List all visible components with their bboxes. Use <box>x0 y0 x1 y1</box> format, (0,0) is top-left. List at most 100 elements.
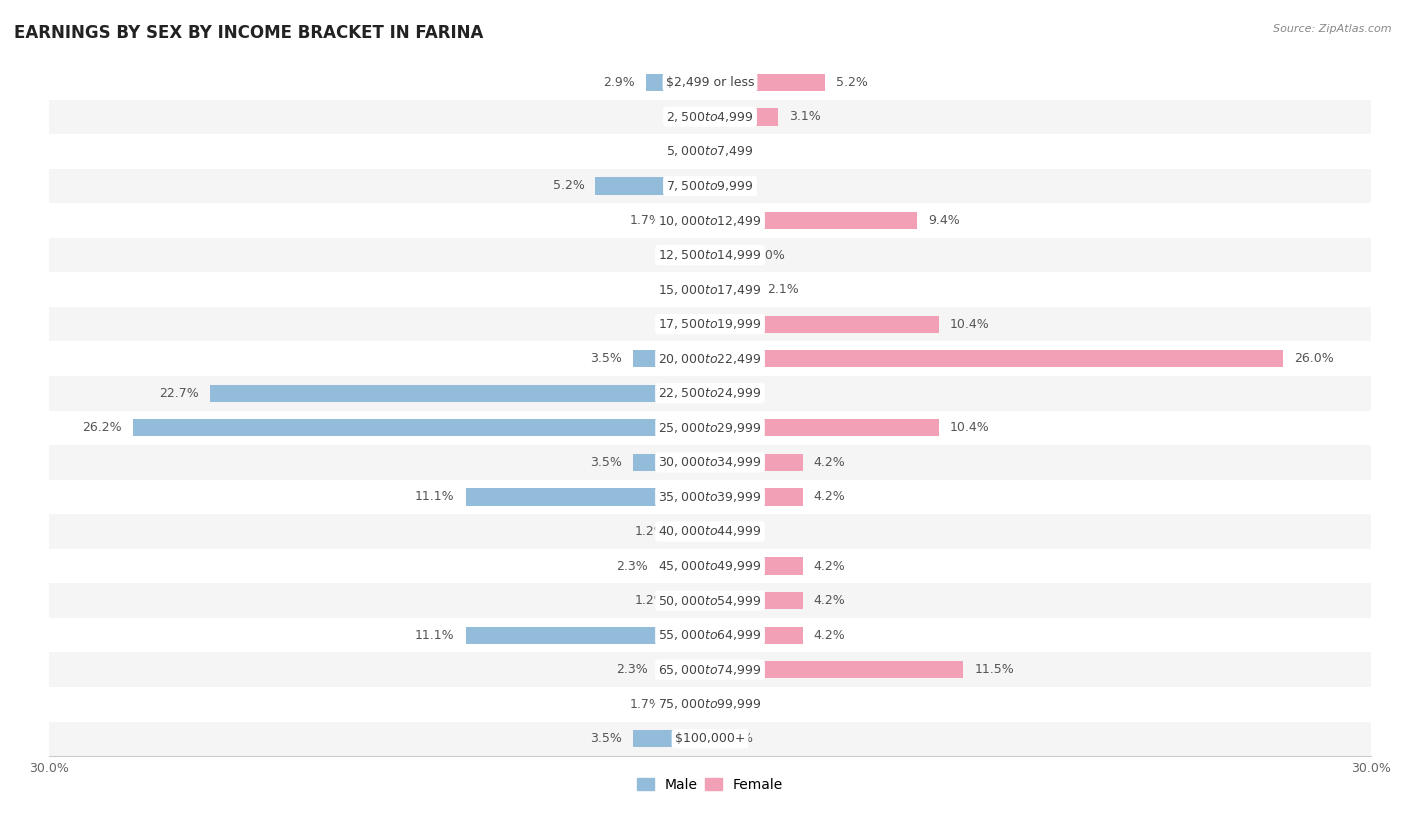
Text: 0.0%: 0.0% <box>721 733 754 746</box>
Bar <box>49 480 1371 515</box>
Text: 2.3%: 2.3% <box>617 559 648 572</box>
Text: 26.0%: 26.0% <box>1294 352 1333 365</box>
Text: EARNINGS BY SEX BY INCOME BRACKET IN FARINA: EARNINGS BY SEX BY INCOME BRACKET IN FAR… <box>14 24 484 42</box>
Bar <box>49 169 1371 203</box>
Bar <box>647 74 710 91</box>
Text: $15,000 to $17,499: $15,000 to $17,499 <box>658 283 762 297</box>
Bar <box>710 454 803 471</box>
Text: $45,000 to $49,999: $45,000 to $49,999 <box>658 559 762 573</box>
Bar <box>49 134 1371 169</box>
Text: 0.0%: 0.0% <box>666 111 699 124</box>
Text: 3.1%: 3.1% <box>789 111 821 124</box>
Text: 0.0%: 0.0% <box>666 145 699 158</box>
Bar <box>49 722 1371 756</box>
Bar <box>710 350 1282 367</box>
Bar <box>49 341 1371 376</box>
Bar <box>710 281 756 298</box>
Bar <box>49 307 1371 341</box>
Text: $40,000 to $44,999: $40,000 to $44,999 <box>658 524 762 538</box>
Text: 3.5%: 3.5% <box>591 733 621 746</box>
Bar <box>49 584 1371 618</box>
Text: $30,000 to $34,999: $30,000 to $34,999 <box>658 455 762 469</box>
Bar <box>710 108 779 125</box>
Text: $50,000 to $54,999: $50,000 to $54,999 <box>658 593 762 607</box>
Text: 11.1%: 11.1% <box>415 628 454 641</box>
Bar <box>49 687 1371 722</box>
Text: $10,000 to $12,499: $10,000 to $12,499 <box>658 214 762 228</box>
Text: $17,500 to $19,999: $17,500 to $19,999 <box>658 317 762 331</box>
Bar <box>49 376 1371 411</box>
Bar <box>633 454 710 471</box>
Text: 5.2%: 5.2% <box>835 76 868 89</box>
Text: 10.4%: 10.4% <box>950 318 990 331</box>
Text: $2,499 or less: $2,499 or less <box>666 76 754 89</box>
Text: 0.0%: 0.0% <box>666 283 699 296</box>
Text: 4.2%: 4.2% <box>814 628 845 641</box>
Bar <box>49 203 1371 237</box>
Text: $100,000+: $100,000+ <box>675 733 745 746</box>
Bar <box>49 65 1371 99</box>
Text: 4.2%: 4.2% <box>814 456 845 469</box>
Text: $7,500 to $9,999: $7,500 to $9,999 <box>666 179 754 193</box>
Text: 0.0%: 0.0% <box>721 525 754 538</box>
Text: $75,000 to $99,999: $75,000 to $99,999 <box>658 698 762 711</box>
Text: $25,000 to $29,999: $25,000 to $29,999 <box>658 421 762 435</box>
Bar <box>710 627 803 644</box>
Text: 22.7%: 22.7% <box>159 387 200 400</box>
Text: 2.3%: 2.3% <box>617 663 648 676</box>
Bar <box>710 489 803 506</box>
Text: $5,000 to $7,499: $5,000 to $7,499 <box>666 145 754 159</box>
Text: 5.2%: 5.2% <box>553 180 585 193</box>
Legend: Male, Female: Male, Female <box>631 772 789 798</box>
Text: 0.0%: 0.0% <box>721 387 754 400</box>
Bar <box>49 549 1371 584</box>
Text: 0.0%: 0.0% <box>666 318 699 331</box>
Text: 11.1%: 11.1% <box>415 490 454 503</box>
Bar <box>49 411 1371 446</box>
Text: 10.4%: 10.4% <box>950 421 990 434</box>
Bar <box>134 420 710 437</box>
Text: 4.2%: 4.2% <box>814 559 845 572</box>
Text: 1.2%: 1.2% <box>634 594 666 607</box>
Text: 1.7%: 1.7% <box>630 698 662 711</box>
Text: 1.0%: 1.0% <box>754 249 786 262</box>
Bar <box>465 627 710 644</box>
Bar <box>678 592 710 609</box>
Text: $65,000 to $74,999: $65,000 to $74,999 <box>658 663 762 676</box>
Bar <box>49 652 1371 687</box>
Bar <box>633 730 710 747</box>
Bar <box>678 523 710 540</box>
Bar <box>633 350 710 367</box>
Text: 4.2%: 4.2% <box>814 490 845 503</box>
Text: 9.4%: 9.4% <box>928 214 960 227</box>
Text: $35,000 to $39,999: $35,000 to $39,999 <box>658 490 762 504</box>
Text: 0.0%: 0.0% <box>666 249 699 262</box>
Bar <box>710 246 742 263</box>
Text: Source: ZipAtlas.com: Source: ZipAtlas.com <box>1274 24 1392 34</box>
Bar <box>49 618 1371 652</box>
Bar <box>209 385 710 402</box>
Text: 2.1%: 2.1% <box>768 283 799 296</box>
Bar <box>710 592 803 609</box>
Text: $22,500 to $24,999: $22,500 to $24,999 <box>658 386 762 400</box>
Bar <box>710 558 803 575</box>
Text: 1.2%: 1.2% <box>634 525 666 538</box>
Bar <box>710 661 963 678</box>
Text: $2,500 to $4,999: $2,500 to $4,999 <box>666 110 754 124</box>
Text: $12,500 to $14,999: $12,500 to $14,999 <box>658 248 762 262</box>
Bar <box>710 74 824 91</box>
Bar <box>596 177 710 194</box>
Text: 0.0%: 0.0% <box>721 145 754 158</box>
Bar <box>49 446 1371 480</box>
Bar <box>49 237 1371 272</box>
Text: $20,000 to $22,499: $20,000 to $22,499 <box>658 352 762 366</box>
Bar <box>49 515 1371 549</box>
Bar <box>49 272 1371 307</box>
Text: 0.0%: 0.0% <box>721 698 754 711</box>
Text: 11.5%: 11.5% <box>974 663 1014 676</box>
Bar <box>659 661 710 678</box>
Text: $55,000 to $64,999: $55,000 to $64,999 <box>658 628 762 642</box>
Bar <box>465 489 710 506</box>
Bar <box>659 558 710 575</box>
Text: 3.5%: 3.5% <box>591 352 621 365</box>
